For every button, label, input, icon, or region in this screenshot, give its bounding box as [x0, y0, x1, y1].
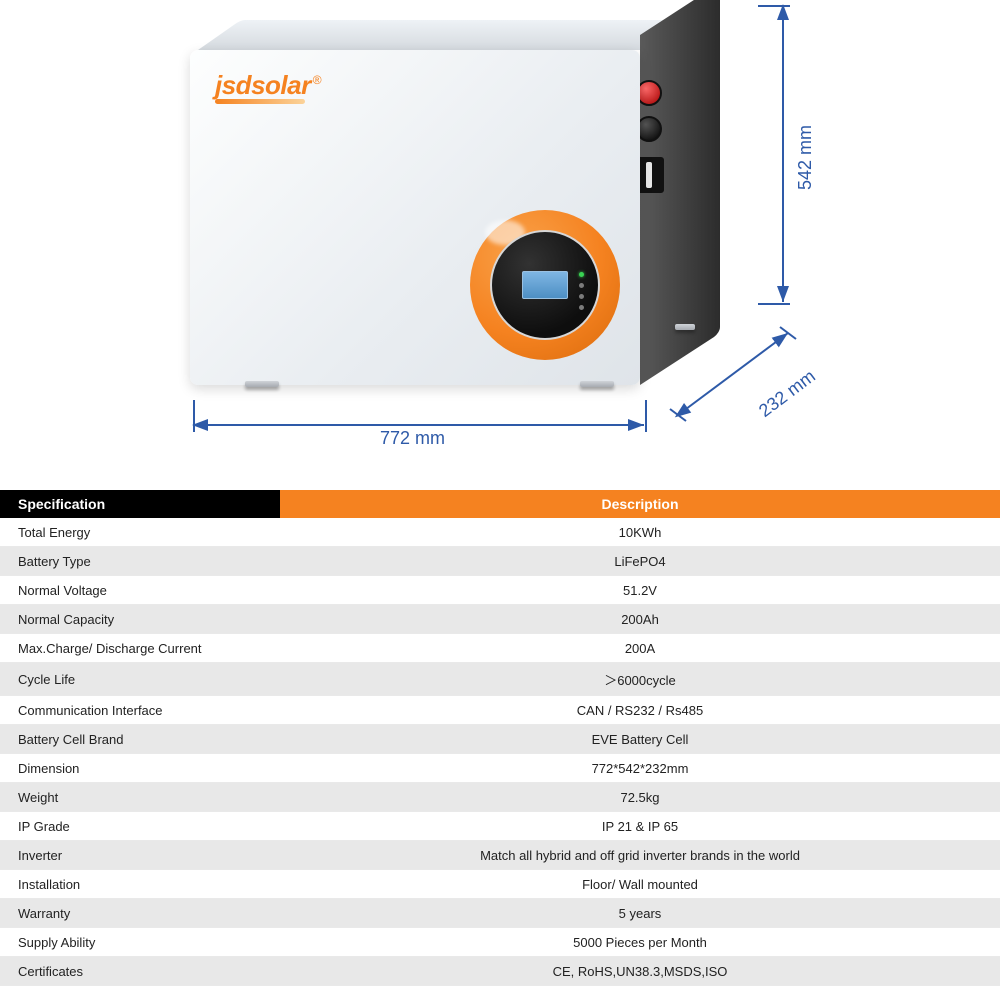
table-row: Battery TypeLiFePO4: [0, 547, 1000, 576]
spec-key: Supply Ability: [0, 928, 280, 957]
spec-key: Normal Voltage: [0, 576, 280, 605]
led-icon: [579, 305, 584, 310]
dimension-height-label: 542 mm: [795, 125, 816, 190]
spec-value: 72.5kg: [280, 783, 1000, 812]
led-icon: [579, 283, 584, 288]
led-icon: [579, 272, 584, 277]
spec-value: CE, RoHS,UN38.3,MSDS,ISO: [280, 957, 1000, 986]
table-row: Normal Capacity200Ah: [0, 605, 1000, 634]
brand-logo: jsdsolar®: [215, 70, 321, 104]
spec-key: Weight: [0, 783, 280, 812]
table-row: InverterMatch all hybrid and off grid in…: [0, 841, 1000, 870]
table-row: Supply Ability5000 Pieces per Month: [0, 928, 1000, 957]
spec-header-description: Description: [280, 490, 1000, 518]
spec-value: 200Ah: [280, 605, 1000, 634]
product-front: jsdsolar®: [190, 50, 640, 385]
spec-header-row: Specification Description: [0, 490, 1000, 518]
table-row: InstallationFloor/ Wall mounted: [0, 870, 1000, 899]
table-row: Normal Voltage51.2V: [0, 576, 1000, 605]
spec-key: Max.Charge/ Discharge Current: [0, 634, 280, 663]
product-top: [198, 20, 683, 50]
table-row: CertificatesCE, RoHS,UN38.3,MSDS,ISO: [0, 957, 1000, 986]
spec-key: Normal Capacity: [0, 605, 280, 634]
spec-value: IP 21 & IP 65: [280, 812, 1000, 841]
foot-left-icon: [245, 381, 279, 387]
table-row: Communication InterfaceCAN / RS232 / Rs4…: [0, 696, 1000, 725]
led-icon: [579, 294, 584, 299]
registered-icon: ®: [311, 73, 321, 87]
brand-name: jsdsolar: [215, 70, 311, 100]
spec-key: Inverter: [0, 841, 280, 870]
spec-value: ＞6000cycle: [280, 663, 1000, 696]
status-leds: [579, 272, 584, 310]
foot-right-icon: [580, 381, 614, 387]
table-row: Cycle Life＞6000cycle: [0, 663, 1000, 696]
spec-value: 5 years: [280, 899, 1000, 928]
spec-value: 5000 Pieces per Month: [280, 928, 1000, 957]
spec-header-specification: Specification: [0, 490, 280, 518]
spec-key: Dimension: [0, 754, 280, 783]
spec-key: Total Energy: [0, 518, 280, 547]
table-row: IP GradeIP 21 & IP 65: [0, 812, 1000, 841]
spec-value: LiFePO4: [280, 547, 1000, 576]
spec-value: CAN / RS232 / Rs485: [280, 696, 1000, 725]
spec-value: 51.2V: [280, 576, 1000, 605]
dimension-depth: [668, 315, 808, 435]
spec-value: 200A: [280, 634, 1000, 663]
control-disc: [470, 210, 620, 360]
spec-key: Certificates: [0, 957, 280, 986]
lcd-screen-icon: [522, 271, 568, 299]
product-stage: jsdsolar®: [0, 0, 1000, 490]
spec-key: Cycle Life: [0, 663, 280, 696]
spec-key: Installation: [0, 870, 280, 899]
spec-key: Warranty: [0, 899, 280, 928]
table-row: Battery Cell BrandEVE Battery Cell: [0, 725, 1000, 754]
table-row: Max.Charge/ Discharge Current200A: [0, 634, 1000, 663]
control-disc-inner: [490, 230, 600, 340]
spec-value: 10KWh: [280, 518, 1000, 547]
spec-table: Specification Description Total Energy10…: [0, 490, 1000, 986]
spec-value: EVE Battery Cell: [280, 725, 1000, 754]
spec-key: IP Grade: [0, 812, 280, 841]
spec-key: Communication Interface: [0, 696, 280, 725]
dimension-width-label: 772 mm: [380, 428, 445, 449]
spec-key: Battery Cell Brand: [0, 725, 280, 754]
table-row: Weight72.5kg: [0, 783, 1000, 812]
spec-value: Floor/ Wall mounted: [280, 870, 1000, 899]
table-row: Total Energy10KWh: [0, 518, 1000, 547]
spec-value: 772*542*232mm: [280, 754, 1000, 783]
spec-value: Match all hybrid and off grid inverter b…: [280, 841, 1000, 870]
table-row: Dimension772*542*232mm: [0, 754, 1000, 783]
product-illustration: jsdsolar®: [190, 30, 720, 400]
spec-key: Battery Type: [0, 547, 280, 576]
table-row: Warranty5 years: [0, 899, 1000, 928]
